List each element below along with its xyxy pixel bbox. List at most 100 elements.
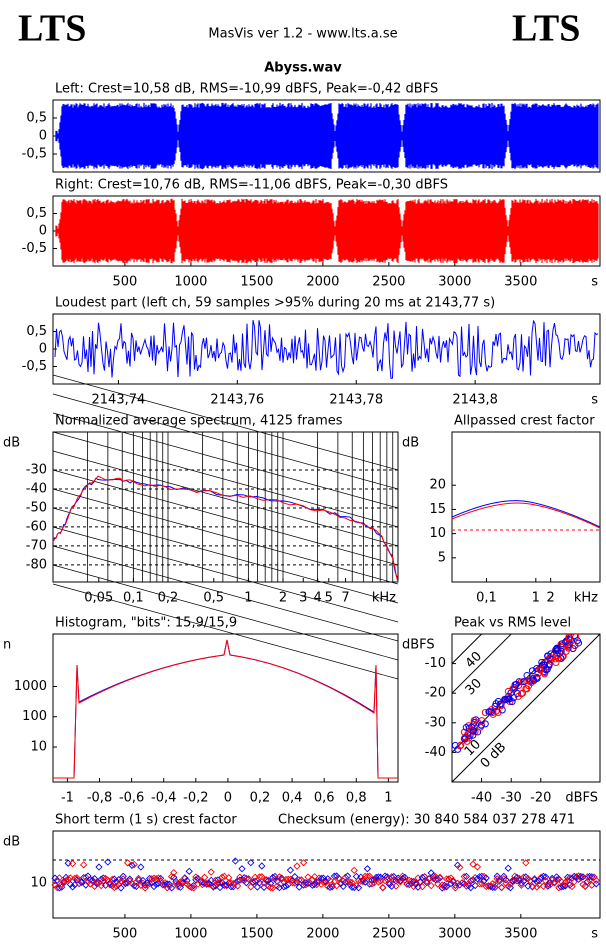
diamond-texture <box>583 877 592 886</box>
diamond-texture <box>350 866 358 874</box>
y-tick-label: -40 <box>26 481 47 496</box>
diamond-texture <box>348 878 356 887</box>
diamond-texture <box>238 865 246 873</box>
x-tick-label: 500 <box>113 927 138 942</box>
diamond-texture <box>491 880 499 889</box>
diamond-texture <box>209 883 218 891</box>
diamond-texture <box>110 883 119 892</box>
diamond-texture <box>478 872 486 880</box>
point-texture <box>487 708 495 716</box>
x-tick-label: -0,6 <box>119 791 144 806</box>
diamond-texture <box>106 881 114 889</box>
diamond-texture <box>266 883 275 892</box>
diamond-texture <box>229 880 237 888</box>
diamond-texture <box>121 880 130 888</box>
diamond-texture <box>60 879 68 887</box>
diamond-texture <box>434 875 442 883</box>
plot-frame <box>52 633 399 783</box>
diamond-texture <box>55 874 64 882</box>
diamond-texture <box>282 882 290 890</box>
y-tick-label: -30 <box>425 715 446 730</box>
slope-texture <box>52 488 399 585</box>
point-texture <box>501 695 509 703</box>
diamond-texture <box>319 878 328 886</box>
x-tick-label: 0,1 <box>123 591 144 606</box>
diamond-texture <box>68 859 77 868</box>
diamond-texture <box>506 884 515 892</box>
file-name: Abyss.wav <box>264 61 342 76</box>
diamond-texture <box>262 876 270 885</box>
diamond-texture <box>192 876 200 884</box>
diamond-texture <box>170 868 178 877</box>
x-tick-label: 1000 <box>174 927 207 942</box>
x-tick-label: 4 <box>313 591 321 606</box>
diamond-texture <box>359 877 367 886</box>
point-texture <box>562 647 570 655</box>
diamond-texture <box>528 882 537 890</box>
x-tick-label: 0,1 <box>476 591 497 606</box>
y-unit: n <box>3 638 11 653</box>
point-texture <box>457 741 465 749</box>
x-tick-label: -40 <box>471 791 492 806</box>
diamond-texture <box>220 881 229 889</box>
diamond-texture <box>236 876 244 884</box>
diamond-texture <box>119 872 127 880</box>
x-tick-label: 2143,76 <box>210 393 264 408</box>
y-tick-label: -20 <box>425 686 446 701</box>
diamond-texture <box>346 878 354 886</box>
diamond-texture <box>183 876 191 885</box>
diamond-texture <box>436 874 444 882</box>
diamond-texture <box>128 861 136 870</box>
diamond-texture <box>451 884 460 892</box>
diamond-texture <box>104 858 112 866</box>
panel-title: Right: Crest=10,76 dB, RMS=-11,06 dBFS, … <box>55 178 448 193</box>
diamond-texture <box>563 873 572 881</box>
diamond-texture <box>480 877 488 885</box>
diamond-texture <box>482 874 490 882</box>
point-texture <box>461 735 469 743</box>
diamond-texture <box>240 874 248 882</box>
point-texture <box>470 727 478 735</box>
x-tick-label: 3 <box>299 591 307 606</box>
point-texture <box>553 645 561 653</box>
diamond-texture <box>134 874 143 883</box>
x-tick-label: 3500 <box>504 275 537 290</box>
diamond-texture <box>535 881 543 889</box>
diamond-texture <box>592 876 600 885</box>
diamond-texture <box>220 872 229 880</box>
x-tick-label: 0,4 <box>282 791 303 806</box>
diamond-texture <box>592 880 600 888</box>
plot-frame <box>52 431 399 583</box>
diamond-texture <box>255 873 264 881</box>
diamond-texture <box>504 864 512 872</box>
x-unit: s <box>591 275 598 290</box>
y-tick-label: 10 <box>30 740 47 755</box>
diamond-texture <box>315 877 323 885</box>
point-texture <box>569 645 577 653</box>
panel-title: Histogram, "bits": 15,9/15,9 <box>55 616 237 631</box>
diamond-texture <box>308 876 317 884</box>
y-tick-label: -50 <box>26 500 47 515</box>
diamond-texture <box>434 880 442 888</box>
point-texture <box>538 658 546 666</box>
diamond-texture <box>222 882 231 890</box>
diamond-texture <box>370 876 378 884</box>
diamond-texture <box>354 884 363 892</box>
diamond-texture <box>203 880 211 888</box>
point-texture <box>513 689 521 697</box>
diamond-texture <box>473 863 482 871</box>
diamond-texture <box>139 876 147 885</box>
waveform-texture <box>54 319 599 379</box>
y-tick-label: 0 <box>39 224 47 239</box>
point-texture <box>552 659 560 667</box>
diamond-texture <box>497 883 506 892</box>
point-texture <box>559 652 567 660</box>
diamond-texture <box>53 876 61 884</box>
diamond-texture <box>62 877 70 885</box>
diamond-texture <box>291 879 299 887</box>
diamond-texture <box>262 876 270 884</box>
diamond-texture <box>574 875 583 883</box>
diamond-texture <box>550 879 559 887</box>
y-tick-label: -0,5 <box>22 359 47 374</box>
diamond-texture <box>581 882 589 890</box>
